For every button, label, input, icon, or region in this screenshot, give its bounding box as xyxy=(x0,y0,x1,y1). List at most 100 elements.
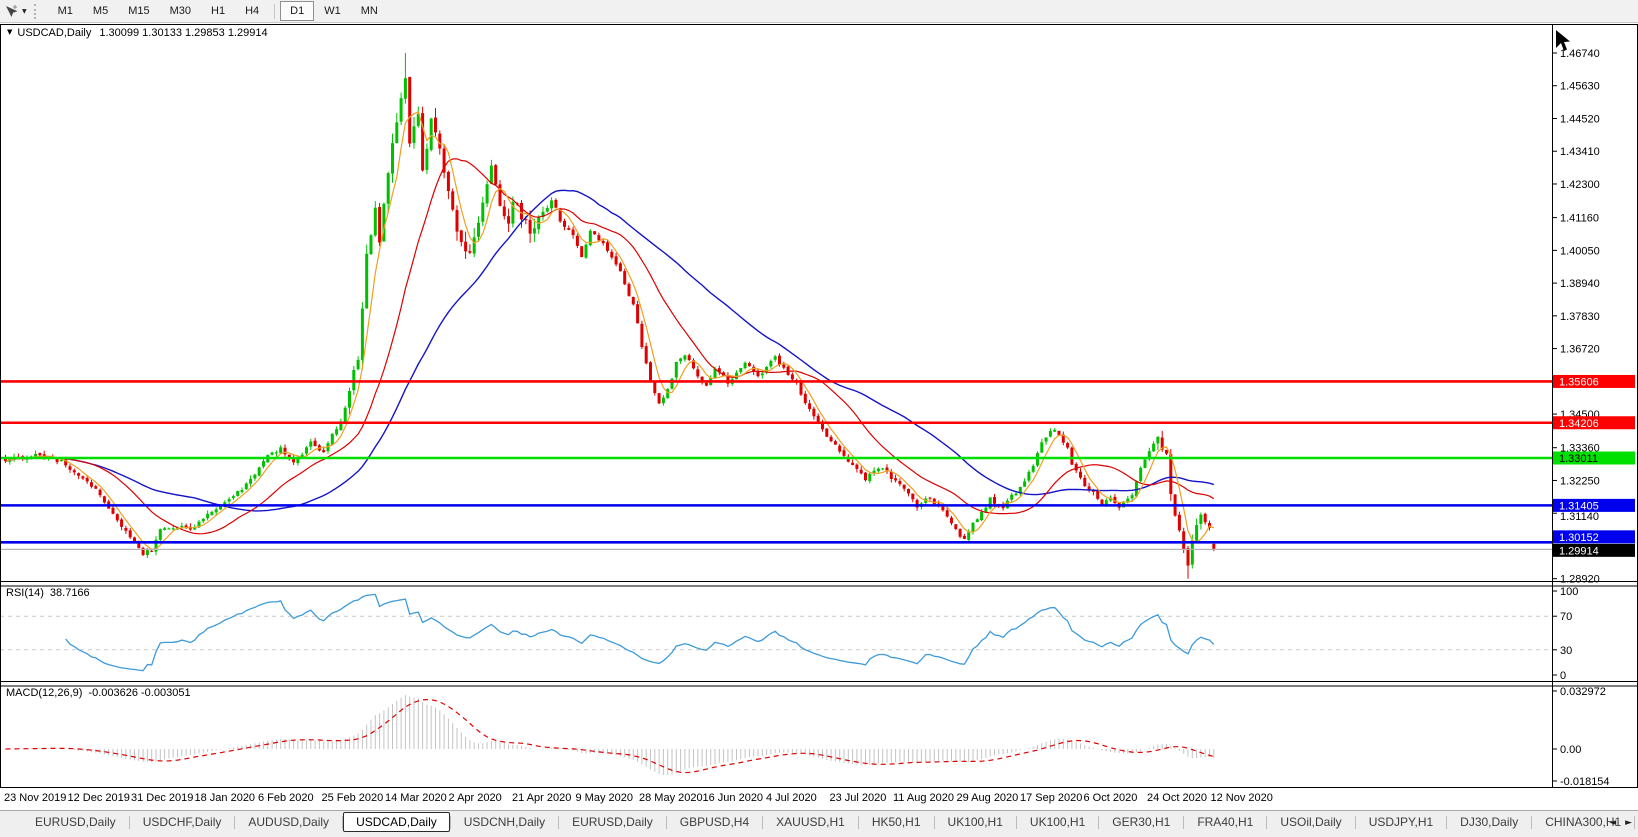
svg-text:1.33011: 1.33011 xyxy=(1559,453,1598,465)
timeframe-button-w1[interactable]: W1 xyxy=(324,5,341,17)
date-label: 4 Jul 2020 xyxy=(766,792,817,804)
svg-text:1.40050: 1.40050 xyxy=(1560,245,1600,257)
collapse-chart-icon[interactable]: ▼ xyxy=(7,28,13,36)
date-label: 25 Feb 2020 xyxy=(321,792,384,804)
chart-tab-eurusd-daily[interactable]: EURUSD,Daily xyxy=(35,815,116,829)
svg-text:1.28920: 1.28920 xyxy=(1560,574,1600,586)
timeframe-button-d1[interactable]: D1 xyxy=(280,1,315,21)
mouse-cursor-icon xyxy=(1556,30,1570,51)
macd-values: -0.003626 -0.003051 xyxy=(88,687,191,699)
svg-text:1.44520: 1.44520 xyxy=(1560,113,1600,125)
timeframe-button-m15[interactable]: M15 xyxy=(128,5,150,17)
tab-separator xyxy=(128,815,130,829)
macd-panel[interactable] xyxy=(0,685,1552,788)
rsi-label: RSI(14) 38.7166 xyxy=(6,587,90,599)
price-chart[interactable]: 1.46740 1.45630 1.44520 1.43410 1.42300 1.411… xyxy=(0,24,1638,788)
date-label: 17 Sep 2020 xyxy=(1020,792,1083,804)
tab-separator xyxy=(1354,815,1356,829)
tab-separator xyxy=(1634,815,1636,829)
chart-title: ▼ USDCAD,Daily 1.30099 1.30133 1.29853 1.2… xyxy=(7,27,268,39)
svg-text:1.43410: 1.43410 xyxy=(1560,146,1600,158)
tab-separator xyxy=(234,815,236,829)
chart-tab-usoil-daily[interactable]: USOil,Daily xyxy=(1280,815,1342,829)
date-label: 24 Oct 2020 xyxy=(1147,792,1207,804)
tab-separator xyxy=(857,815,859,829)
svg-text:1.41160: 1.41160 xyxy=(1560,213,1599,225)
tab-scroll-left-icon[interactable]: ◄ xyxy=(1609,818,1617,828)
chart-tab-xauusd-h1[interactable]: XAUUSD,H1 xyxy=(776,815,845,829)
toolbar-separator xyxy=(274,3,276,19)
date-label: 23 Jul 2020 xyxy=(829,792,887,804)
chart-tab-fra40-h1[interactable]: FRA40,H1 xyxy=(1197,815,1254,829)
svg-text:70: 70 xyxy=(1560,611,1572,623)
chart-tab-bar: EURUSD,Daily USDCHF,Daily AUDUSD,Daily USDC… xyxy=(0,810,1638,833)
date-axis[interactable]: 23 Nov 2019 12 Dec 2019 31 Dec 2019 18 Jan … xyxy=(0,789,1638,809)
price-axis[interactable] xyxy=(1552,24,1638,788)
cursor-tool-icon[interactable] xyxy=(4,4,19,19)
tab-separator xyxy=(342,815,344,829)
timeframe-button-m1[interactable]: M1 xyxy=(57,5,73,17)
svg-text:100: 100 xyxy=(1560,586,1578,598)
chart-tab-ger30-h1[interactable]: GER30,H1 xyxy=(1112,815,1171,829)
chart-tab-audusd-daily[interactable]: AUDUSD,Daily xyxy=(248,815,330,829)
date-label: 28 May 2020 xyxy=(639,792,703,804)
chart-tab-usdjpy-h1[interactable]: USDJPY,H1 xyxy=(1368,815,1434,829)
tab-separator xyxy=(1446,815,1448,829)
chart-tab-eurusd-daily[interactable]: EURUSD,Daily xyxy=(572,815,653,829)
rsi-panel[interactable] xyxy=(0,585,1552,681)
chart-tab-usdchf-daily[interactable]: USDCHF,Daily xyxy=(142,815,222,829)
tab-separator xyxy=(933,815,935,829)
date-label: 16 Jun 2020 xyxy=(702,792,764,804)
chart-tab-dj30-daily[interactable]: DJ30,Daily xyxy=(1460,815,1519,829)
svg-text:1.46740: 1.46740 xyxy=(1560,48,1600,60)
timeframe-button-m5[interactable]: M5 xyxy=(92,5,109,17)
chart-tab-uk100-h1[interactable]: UK100,H1 xyxy=(1029,815,1086,829)
toolbar-grip[interactable] xyxy=(33,3,40,19)
chart-ohlc-values: 1.30099 1.30133 1.29853 1.29914 xyxy=(99,27,268,39)
svg-text:1.38940: 1.38940 xyxy=(1560,278,1600,290)
timeframe-button-mn[interactable]: MN xyxy=(360,5,378,17)
chart-tab-gbpusd-h4[interactable]: GBPUSD,H4 xyxy=(679,815,750,829)
date-label: 31 Dec 2019 xyxy=(131,792,194,804)
date-label: 21 Apr 2020 xyxy=(512,792,572,804)
rsi-indicator-name: RSI(14) xyxy=(6,587,44,599)
timeframe-buttons: M1 M5 M15 M30 H1 H4 D1 W1 MN xyxy=(48,1,388,21)
tab-separator xyxy=(1015,815,1017,829)
tab-separator xyxy=(1531,815,1533,829)
chart-tab-usdcad-daily[interactable]: USDCAD,Daily xyxy=(343,812,450,832)
date-label: 14 Mar 2020 xyxy=(385,792,447,804)
timeframe-button-h1[interactable]: H1 xyxy=(211,5,226,17)
tab-separator xyxy=(558,815,560,829)
date-label: 6 Oct 2020 xyxy=(1083,792,1138,804)
tab-scroll-right-icon[interactable]: ► xyxy=(1625,818,1632,828)
chart-tab-hk50-h1[interactable]: HK50,H1 xyxy=(871,815,921,829)
main-chart-panel[interactable] xyxy=(0,24,1552,581)
svg-text:1.31140: 1.31140 xyxy=(1560,511,1599,523)
svg-text:1.34206: 1.34206 xyxy=(1559,418,1599,430)
svg-text:1.36720: 1.36720 xyxy=(1560,344,1600,356)
svg-text:1.45630: 1.45630 xyxy=(1560,81,1600,93)
svg-text:1.30152: 1.30152 xyxy=(1559,532,1599,544)
tab-separator xyxy=(1098,815,1100,829)
svg-text:30: 30 xyxy=(1560,645,1572,657)
date-label: 2 Apr 2020 xyxy=(448,792,502,804)
chart-tab-uk100-h1[interactable]: UK100,H1 xyxy=(947,815,1003,829)
tab-separator xyxy=(665,815,667,829)
macd-label: MACD(12,26,9) -0.003626 -0.003051 xyxy=(6,687,191,699)
svg-text:0.00: 0.00 xyxy=(1560,744,1581,756)
chart-tab-china300-h1[interactable]: CHINA300,H1 xyxy=(1545,815,1622,829)
tab-separator xyxy=(762,815,764,829)
tab-separator xyxy=(1183,815,1185,829)
dropdown-arrow-icon[interactable]: ▼ xyxy=(22,7,27,15)
tab-scroll-arrows: ◄ ► xyxy=(1603,818,1632,828)
timeframe-button-h4[interactable]: H4 xyxy=(245,5,260,17)
timeframe-button-m30[interactable]: M30 xyxy=(169,5,191,17)
tab-separator xyxy=(1266,815,1268,829)
svg-text:1.42300: 1.42300 xyxy=(1560,179,1600,191)
chart-tab-usdcnh-daily[interactable]: USDCNH,Daily xyxy=(463,815,546,829)
date-label: 29 Aug 2020 xyxy=(956,792,1019,804)
tab-separator xyxy=(449,815,451,829)
svg-text:1.29914: 1.29914 xyxy=(1559,545,1599,557)
svg-text:1.31405: 1.31405 xyxy=(1559,500,1599,512)
